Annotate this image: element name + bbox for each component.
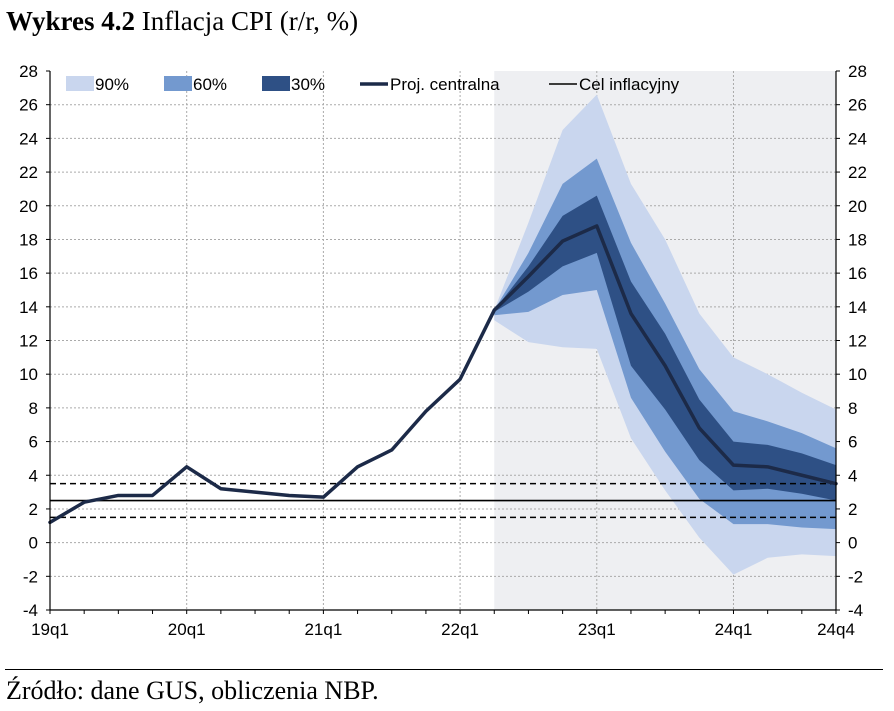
x-tick-label: 24q1	[715, 620, 753, 639]
x-tick-label: 23q1	[578, 620, 616, 639]
y-tick-label-right: -2	[848, 567, 863, 586]
y-tick-label-left: 0	[29, 534, 38, 553]
y-tick-label-right: 10	[848, 365, 867, 384]
y-tick-label-right: 22	[848, 163, 867, 182]
y-tick-label-left: -4	[23, 601, 38, 620]
y-tick-label-right: 18	[848, 230, 867, 249]
y-tick-label-right: 16	[848, 264, 867, 283]
legend-90-label: 90%	[95, 75, 129, 94]
x-tick-label: 22q1	[441, 620, 479, 639]
y-tick-label-left: 8	[29, 399, 38, 418]
y-tick-label-right: 4	[848, 466, 857, 485]
chart-title-text: Inflacja CPI (r/r, %)	[141, 6, 359, 36]
legend: 90% 60% 30% Proj. centralna Cel inflacyjny	[66, 75, 680, 94]
source-note: Źródło: dane GUS, obliczenia NBP.	[6, 676, 379, 705]
y-tick-label-right: 28	[848, 62, 867, 81]
y-tick-label-left: -2	[23, 567, 38, 586]
band-b30	[494, 195, 836, 501]
y-tick-label-left: 10	[19, 365, 38, 384]
y-tick-label-left: 22	[19, 163, 38, 182]
y-tick-label-left: 18	[19, 230, 38, 249]
y-tick-label-right: 14	[848, 298, 867, 317]
central-projection-line	[48, 224, 838, 525]
y-tick-label-right: 24	[848, 129, 867, 148]
legend-30-swatch	[262, 76, 290, 91]
y-tick-label-left: 20	[19, 197, 38, 216]
legend-30-label: 30%	[291, 75, 325, 94]
y-tick-label-right: 12	[848, 332, 867, 351]
y-tick-label-left: 4	[29, 466, 38, 485]
reference-lines	[50, 482, 836, 519]
y-tick-label-right: 0	[848, 534, 857, 553]
central-projection	[48, 224, 838, 525]
footer-rule	[5, 669, 883, 670]
y-tick-label-right: -4	[848, 601, 863, 620]
y-tick-label-right: 8	[848, 399, 857, 418]
y-tick-label-left: 6	[29, 433, 38, 452]
legend-60-swatch	[164, 76, 192, 91]
legend-90-swatch	[66, 76, 94, 91]
legend-target-label: Cel inflacyjny	[579, 75, 680, 94]
x-tick-label: 21q1	[304, 620, 342, 639]
x-tick-label: 24q4	[817, 620, 855, 639]
y-tick-label-left: 14	[19, 298, 38, 317]
y-tick-label-left: 12	[19, 332, 38, 351]
y-tick-label-right: 2	[848, 500, 857, 519]
y-tick-label-left: 28	[19, 62, 38, 81]
y-tick-label-left: 16	[19, 264, 38, 283]
y-tick-label-right: 20	[848, 197, 867, 216]
y-tick-label-right: 6	[848, 433, 857, 452]
chart-title: Wykres 4.2 Inflacja CPI (r/r, %)	[6, 6, 358, 37]
y-tick-label-right: 26	[848, 96, 867, 115]
chart-title-number: Wykres 4.2	[6, 6, 136, 36]
fan-bands	[494, 94, 836, 575]
legend-60-label: 60%	[193, 75, 227, 94]
y-tick-label-left: 2	[29, 500, 38, 519]
x-tick-label: 20q1	[168, 620, 206, 639]
y-tick-label-left: 26	[19, 96, 38, 115]
legend-central-label: Proj. centralna	[390, 75, 500, 94]
x-tick-label: 19q1	[31, 620, 69, 639]
y-tick-label-left: 24	[19, 129, 38, 148]
